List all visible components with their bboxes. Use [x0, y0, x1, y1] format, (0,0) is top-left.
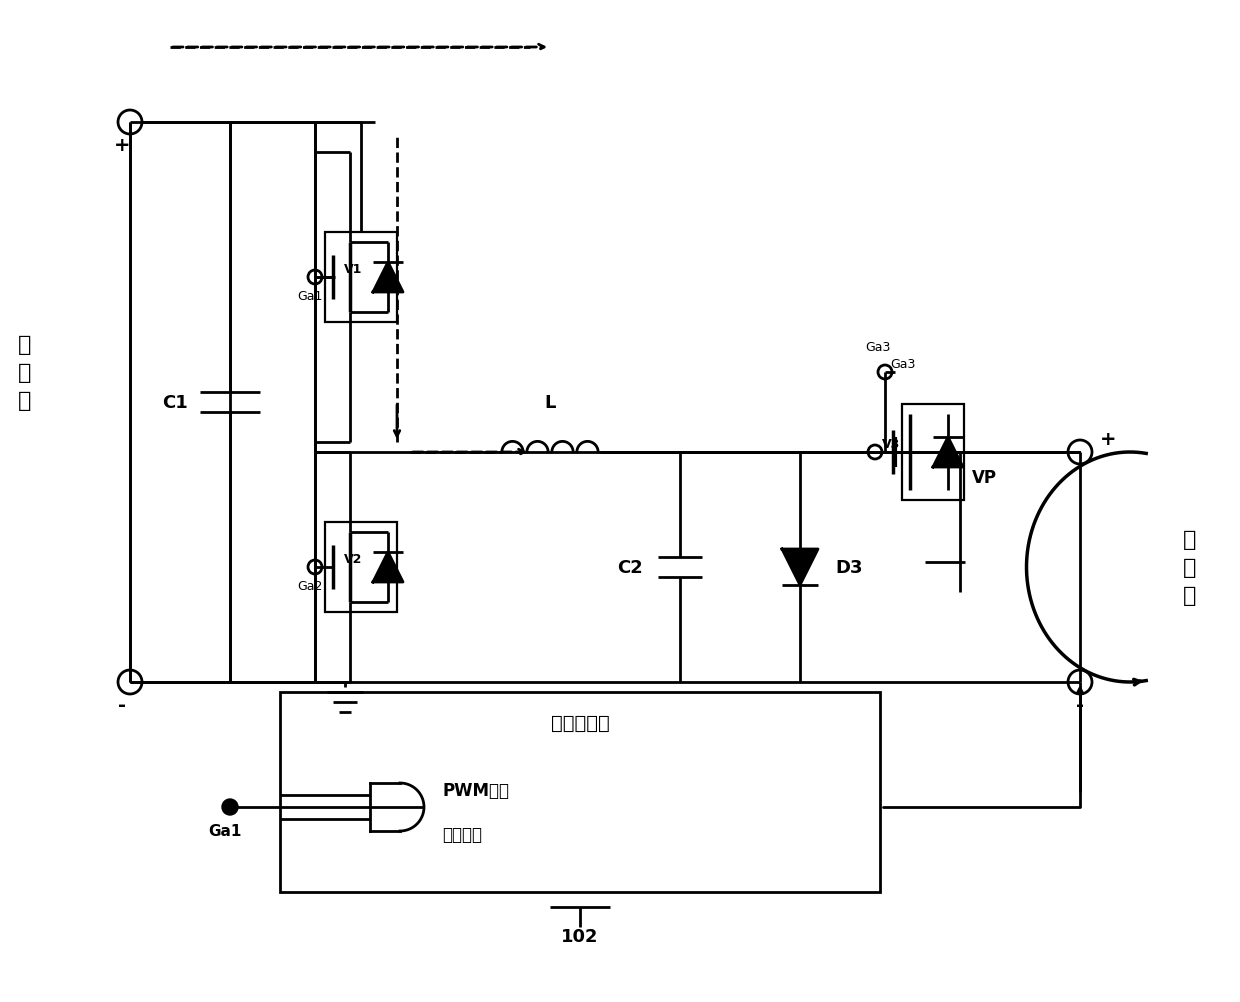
Polygon shape	[782, 549, 818, 585]
Text: -: -	[118, 695, 126, 714]
Text: Ga3: Ga3	[866, 341, 890, 354]
Text: V1: V1	[343, 263, 362, 276]
Text: D3: D3	[835, 558, 863, 576]
Text: D: D	[388, 273, 397, 283]
Text: L: L	[544, 394, 556, 412]
Polygon shape	[373, 552, 403, 582]
Text: 电源控制器: 电源控制器	[551, 712, 609, 731]
Polygon shape	[373, 263, 403, 293]
Text: 高
压
侧: 高 压 侧	[19, 335, 32, 411]
Text: V3: V3	[882, 438, 900, 451]
Text: D: D	[388, 562, 397, 572]
Text: +: +	[1100, 430, 1116, 449]
Text: V2: V2	[343, 552, 362, 565]
Bar	[280, 692, 880, 892]
Bar	[325, 232, 397, 323]
Circle shape	[222, 800, 238, 816]
Text: +: +	[114, 136, 130, 155]
Text: Ga3: Ga3	[890, 358, 915, 371]
Text: 102: 102	[562, 927, 599, 945]
Bar	[325, 522, 397, 612]
Text: 故障信号: 故障信号	[441, 826, 482, 843]
Text: Ga1: Ga1	[208, 824, 242, 838]
Text: VP: VP	[972, 469, 997, 487]
Text: Ga1: Ga1	[298, 290, 322, 303]
Text: C2: C2	[618, 558, 642, 576]
Text: -: -	[1076, 695, 1084, 714]
Text: Ga2: Ga2	[298, 579, 322, 592]
Text: C1: C1	[162, 394, 188, 412]
Text: PWM信号: PWM信号	[441, 782, 508, 800]
Polygon shape	[932, 438, 963, 468]
Text: 低
压
侧: 低 压 侧	[1183, 529, 1197, 605]
Bar	[901, 405, 963, 501]
